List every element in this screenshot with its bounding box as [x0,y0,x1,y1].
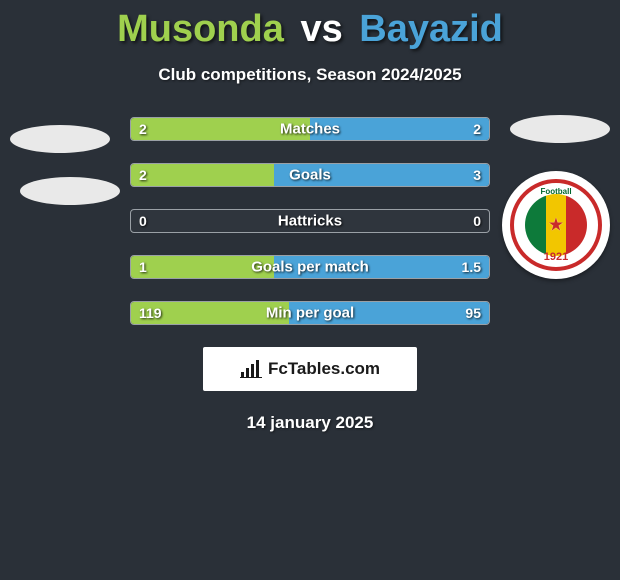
club-badge-star-icon: ★ [548,215,564,236]
left-decor-shape-1 [10,125,110,153]
stat-bar-row: 0 0Hattricks [130,209,490,233]
title-player2: Bayazid [359,8,503,50]
stat-bar-fill-right [274,256,489,278]
stat-bar-row: 22Matches [130,117,490,141]
club-badge-stripe-3 [566,194,587,256]
title-player1: Musonda [117,8,284,50]
stat-bar-row: 23Goals [130,163,490,187]
stat-bar-fill-right [274,164,489,186]
stat-bar-fill-left [131,164,274,186]
bars-chart-icon [240,360,262,378]
site-logo-text: FcTables.com [268,359,380,379]
stat-bar-fill-right [289,302,489,324]
right-decor-shape [510,115,610,143]
club-badge: Football ★ 1921 [502,171,610,279]
stat-bar-fill-right [310,118,489,140]
content-area: Football ★ 1921 22Matches 23Goals 0 0Hattri… [0,117,620,325]
club-badge-ring: Football ★ 1921 [510,179,602,271]
club-badge-year: 1921 [544,251,568,263]
stat-bar-row: 11.5Goals per match [130,255,490,279]
comparison-title: Musonda vs Bayazid [0,0,620,51]
club-badge-stripe-1 [525,194,546,256]
left-decor-shape-2 [20,177,120,205]
stat-bar-fill-left [131,302,289,324]
comparison-bars: 22Matches 23Goals 0 0Hattricks 11.5Goals per… [130,117,490,325]
stat-label: Hattricks [131,213,489,230]
subtitle: Club competitions, Season 2024/2025 [0,65,620,85]
title-vs: vs [300,8,342,50]
site-logo: FcTables.com [203,347,417,391]
stat-bar-fill-left [131,118,310,140]
stat-value-left: 0 [139,213,147,229]
stat-bar-row: 11995Min per goal [130,301,490,325]
stat-value-right: 0 [473,213,481,229]
date-text: 14 january 2025 [0,413,620,433]
stat-bar-fill-left [131,256,274,278]
club-badge-inner: ★ [525,194,587,256]
